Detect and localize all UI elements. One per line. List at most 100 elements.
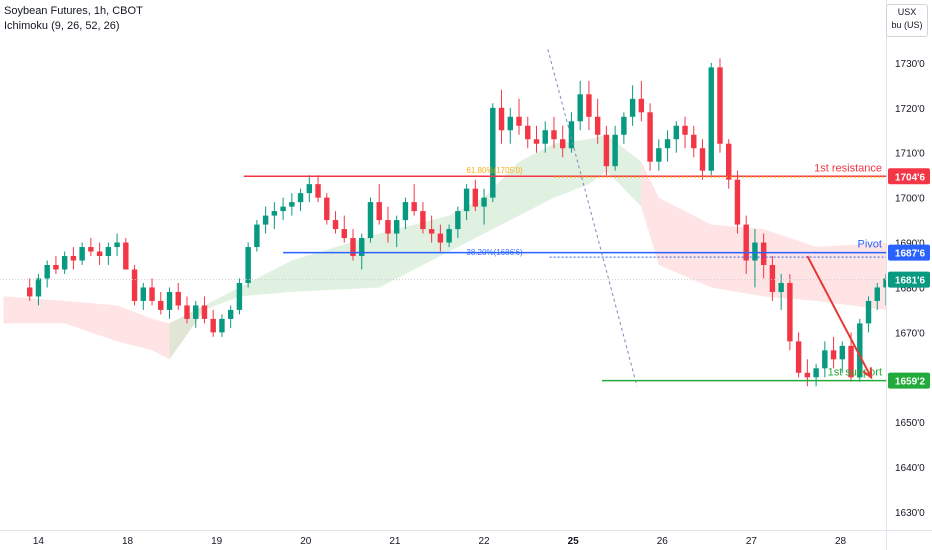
candle xyxy=(324,193,330,225)
candle xyxy=(219,314,225,337)
candle xyxy=(717,58,723,153)
candle-body xyxy=(830,350,837,360)
indicator-label: Ichimoku (9, 26, 52, 26) xyxy=(4,20,120,32)
candle-body xyxy=(490,107,496,198)
candle-body xyxy=(210,318,216,333)
candle-body xyxy=(691,134,697,149)
resistance-price-badge-label: 1704'6 xyxy=(895,172,926,183)
candle xyxy=(586,80,592,131)
candle xyxy=(420,202,426,234)
candle-body xyxy=(105,247,112,257)
candle-body xyxy=(61,256,68,270)
candle-body xyxy=(131,269,138,301)
chart-legend: Soybean Futures, 1h, CBOT Ichimoku (9, 2… xyxy=(4,4,143,34)
candle-body xyxy=(324,197,330,221)
resistance-price-badge xyxy=(888,168,930,185)
candle-body xyxy=(743,224,749,261)
candle-body xyxy=(865,300,872,324)
candle xyxy=(621,112,627,144)
y-tick-label: 1680'0 xyxy=(895,283,925,294)
candle xyxy=(525,116,531,149)
candle-body xyxy=(682,125,688,135)
candle-body xyxy=(219,318,225,333)
y-tick-label: 1670'0 xyxy=(895,328,925,339)
candle-body xyxy=(857,323,863,378)
candle xyxy=(516,98,522,135)
candle xyxy=(393,215,400,248)
candle-body xyxy=(481,197,487,207)
currency-code: USX xyxy=(897,7,917,17)
candle-body xyxy=(708,67,714,171)
candle xyxy=(559,125,566,158)
candle-body xyxy=(752,242,758,261)
ichimoku-cloud-bear-left xyxy=(3,296,205,360)
candle xyxy=(332,211,339,234)
x-tick-label: 18 xyxy=(122,536,134,547)
candle-body xyxy=(166,291,173,310)
candle xyxy=(446,224,452,248)
current-price-badge-label: 1681'6 xyxy=(895,276,926,287)
candle-body xyxy=(822,350,828,369)
candle xyxy=(638,80,645,122)
candle-body xyxy=(577,94,583,122)
candle-body xyxy=(568,121,575,149)
candle-body xyxy=(455,211,461,230)
candle xyxy=(193,300,199,328)
candle-body xyxy=(472,188,479,207)
candle-body xyxy=(332,220,339,230)
candle xyxy=(184,296,190,324)
candle xyxy=(385,206,391,243)
x-tick-label: 20 xyxy=(300,536,312,547)
candle xyxy=(411,184,417,216)
candle xyxy=(201,296,208,324)
candle-body xyxy=(393,220,400,234)
candle-body xyxy=(533,139,540,144)
currency-unit-button[interactable]: USX bu (US) xyxy=(886,4,928,37)
support-level-label: 1st support xyxy=(828,367,882,379)
x-tick-label: 21 xyxy=(389,536,401,547)
candle-body xyxy=(778,282,784,292)
candle xyxy=(70,247,77,270)
candle xyxy=(577,80,583,131)
candle xyxy=(647,103,653,171)
candle-body xyxy=(184,305,190,319)
y-tick-label: 1640'0 xyxy=(895,463,925,474)
candle-body xyxy=(201,305,208,319)
support-price-badge xyxy=(888,372,930,389)
candle xyxy=(254,220,260,252)
candle xyxy=(175,282,181,310)
candle xyxy=(149,278,155,306)
candle xyxy=(629,85,636,126)
x-tick-label: 14 xyxy=(33,536,45,547)
candle xyxy=(350,229,356,261)
candle xyxy=(437,224,444,252)
candle xyxy=(341,215,347,243)
candle xyxy=(245,242,251,288)
candle-body xyxy=(647,112,653,162)
candle-body xyxy=(280,206,286,212)
symbol-title: Soybean Futures, 1h, CBOT xyxy=(4,5,143,17)
support-price-badge-label: 1659'2 xyxy=(895,377,926,388)
candle-body xyxy=(341,229,347,239)
candle-body xyxy=(559,139,566,149)
candle-body xyxy=(664,139,671,149)
candle-body xyxy=(70,256,77,261)
candle xyxy=(481,188,487,225)
candle-body xyxy=(140,287,147,301)
candle xyxy=(760,233,767,279)
candle xyxy=(210,309,216,337)
candle xyxy=(813,363,819,387)
candle-body xyxy=(525,125,531,140)
candle-body xyxy=(446,229,452,243)
ichimoku-cloud-bull xyxy=(169,134,642,360)
candle-body xyxy=(874,287,880,301)
candle-body xyxy=(551,130,557,140)
unit-label: bu (US) xyxy=(891,20,923,30)
x-tick-label: 22 xyxy=(479,536,491,547)
y-tick-label: 1700'0 xyxy=(895,194,925,205)
candle xyxy=(289,193,295,216)
candle-body xyxy=(350,238,356,257)
plot-area: 1st resistance Pivot 1st support 61.80%(170… xyxy=(0,49,886,387)
candle-body xyxy=(26,287,33,297)
